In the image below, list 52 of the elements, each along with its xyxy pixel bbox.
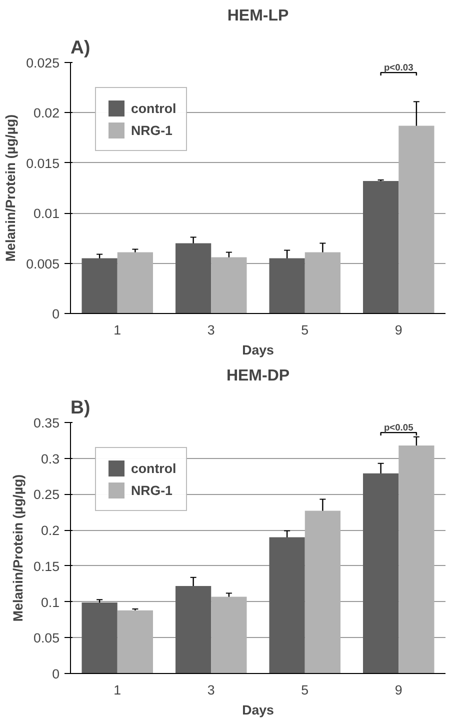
x-axis-title: Days: [242, 342, 274, 358]
bar: [82, 258, 118, 314]
y-axis-title: Melanin/Protein (µg/µg): [10, 474, 26, 622]
y-tick-label: 0.05: [34, 630, 60, 646]
legend-label: control: [131, 460, 176, 476]
y-tick-label: 0.25: [34, 487, 60, 502]
bar: [304, 510, 340, 674]
y-tick-label: 0.1: [40, 594, 60, 610]
bar: [398, 126, 434, 314]
bar: [398, 445, 434, 674]
x-tick-label: 3: [207, 322, 215, 338]
text: A): [70, 36, 90, 58]
y-tick-label: 0.015: [26, 156, 60, 171]
x-tick-label: 5: [301, 682, 309, 698]
chart-title: HEM-LP: [227, 8, 289, 24]
y-tick-label: 0.2: [40, 523, 60, 538]
x-tick-label: 1: [114, 322, 122, 338]
annotation: p<0.05: [384, 422, 414, 432]
y-tick-label: 0.01: [34, 206, 60, 222]
annotation: p<0.03: [384, 62, 414, 72]
y-tick-label: 0.005: [26, 256, 60, 272]
legend-label: NRG-1: [131, 482, 172, 498]
y-tick-label: 0.35: [34, 416, 60, 430]
legend-label: control: [131, 100, 176, 116]
bar: [363, 180, 399, 314]
y-tick-label: 0: [52, 666, 60, 682]
bar: [176, 586, 212, 674]
y-tick-label: 0.3: [40, 451, 60, 466]
y-axis-title: Melanin/Protein (µg/µg): [3, 114, 18, 262]
bar: [304, 252, 340, 314]
x-axis-title: Days: [242, 702, 274, 718]
y-tick-label: 0.02: [34, 106, 60, 121]
x-tick-label: 3: [207, 682, 215, 698]
bar: [117, 252, 153, 314]
bar: [269, 258, 305, 314]
x-tick-label: 9: [394, 322, 402, 338]
bar: [82, 602, 118, 674]
y-tick-label: 0.15: [34, 558, 60, 574]
y-tick-label: 0.025: [26, 56, 60, 70]
bar: [211, 596, 247, 674]
bar: [363, 473, 399, 674]
x-tick-label: 1: [114, 682, 122, 698]
bar: [211, 257, 247, 314]
chart-title: HEM-DP: [226, 368, 290, 384]
bar: [269, 537, 305, 674]
legend-label: NRG-1: [131, 122, 172, 138]
x-tick-label: 9: [394, 682, 402, 698]
y-tick-label: 0: [52, 306, 60, 322]
bar: [176, 243, 212, 314]
x-tick-label: 5: [301, 322, 309, 338]
text: B): [70, 396, 90, 418]
bar: [117, 610, 153, 674]
